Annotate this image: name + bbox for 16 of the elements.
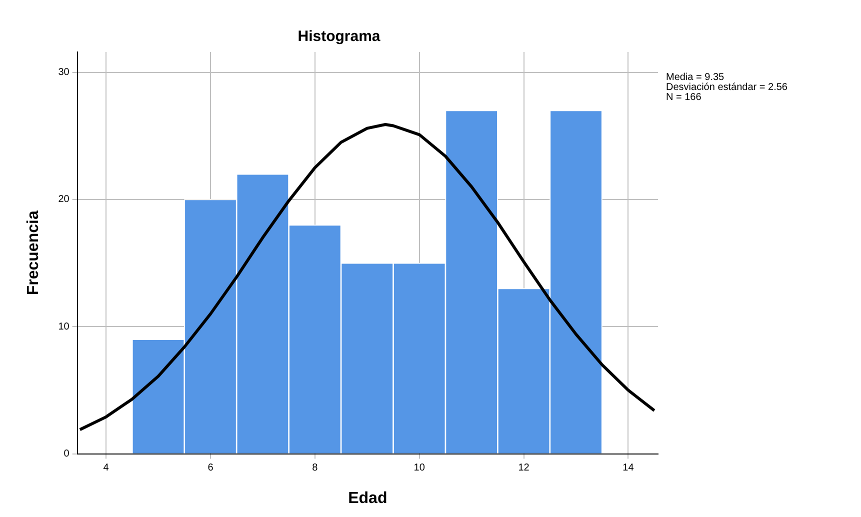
x-tick-label: 14	[622, 462, 634, 474]
text: Desviación estándar = 2.56	[666, 82, 788, 93]
x-tick-label: 12	[518, 462, 530, 474]
y-tick-label: 10	[58, 321, 70, 332]
x-tick-label: 10	[414, 462, 426, 474]
y-axis-title: Frecuencia	[25, 210, 42, 296]
x-tick-label: 8	[312, 462, 318, 474]
text: Media = 9.35	[666, 72, 725, 83]
chart-title: Histograma	[298, 28, 381, 46]
y-tick-label: 20	[58, 194, 70, 206]
y-tick-label: 30	[58, 67, 70, 78]
x-axis-title: Edad	[348, 490, 388, 507]
y-tick-label: 0	[64, 448, 70, 460]
x-tick-label: 4	[103, 462, 110, 474]
text: N = 166	[666, 92, 702, 103]
x-tick-label: 6	[208, 462, 214, 474]
